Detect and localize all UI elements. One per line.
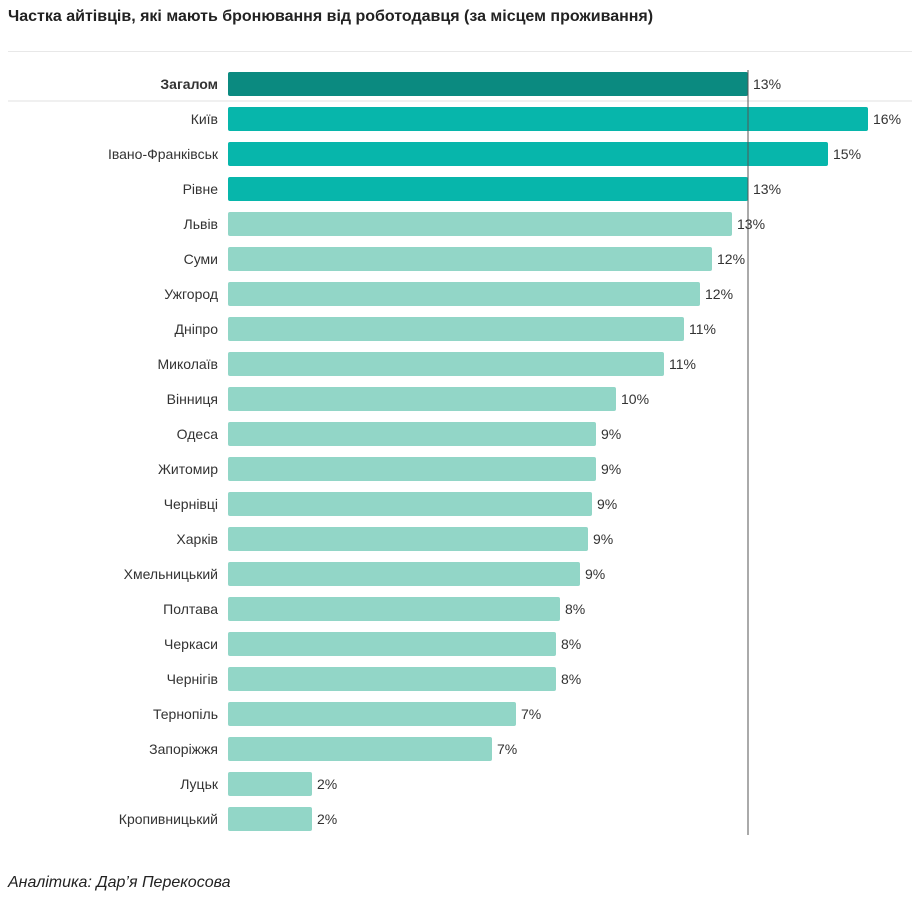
bar-4 (228, 212, 732, 236)
category-label-17: Чернігів (167, 671, 218, 687)
bar-21 (228, 807, 312, 831)
bar-8 (228, 352, 664, 376)
category-label-7: Дніпро (175, 321, 219, 337)
bar-6 (228, 282, 700, 306)
value-label-16: 8% (561, 636, 581, 652)
value-label-18: 7% (521, 706, 541, 722)
category-label-3: Рівне (183, 181, 219, 197)
credit-text: Аналітика: Дар’я Перекосова (8, 874, 231, 891)
value-label-20: 2% (317, 776, 337, 792)
bar-14 (228, 562, 580, 586)
value-label-11: 9% (601, 461, 621, 477)
category-label-20: Луцьк (180, 776, 219, 792)
bar-15 (228, 597, 560, 621)
category-label-12: Чернівці (164, 496, 218, 512)
bar-19 (228, 737, 492, 761)
value-label-5: 12% (717, 251, 745, 267)
value-label-12: 9% (597, 496, 617, 512)
bar-11 (228, 457, 596, 481)
bar-12 (228, 492, 592, 516)
value-label-2: 15% (833, 146, 861, 162)
bar-3 (228, 177, 748, 201)
value-label-19: 7% (497, 741, 517, 757)
bar-18 (228, 702, 516, 726)
bar-10 (228, 422, 596, 446)
value-label-6: 12% (705, 286, 733, 302)
bar-1 (228, 107, 868, 131)
category-label-5: Суми (184, 251, 218, 267)
bar-9 (228, 387, 616, 411)
bar-17 (228, 667, 556, 691)
category-label-11: Житомир (158, 461, 218, 477)
category-label-4: Львів (184, 216, 218, 232)
category-label-18: Тернопіль (153, 706, 218, 722)
value-label-7: 11% (689, 321, 716, 337)
bar-5 (228, 247, 712, 271)
value-label-3: 13% (753, 181, 781, 197)
category-label-10: Одеса (177, 426, 219, 442)
bar-20 (228, 772, 312, 796)
value-label-8: 11% (669, 356, 696, 372)
title-divider (8, 51, 912, 52)
category-label-9: Вінниця (167, 391, 218, 407)
bar-2 (228, 142, 828, 166)
category-label-8: Миколаїв (157, 356, 218, 372)
value-label-13: 9% (593, 531, 613, 547)
category-label-0: Загалом (160, 76, 218, 92)
category-label-14: Хмельницький (124, 566, 218, 582)
category-label-19: Запоріжжя (149, 741, 218, 757)
value-label-15: 8% (565, 601, 585, 617)
value-label-9: 10% (621, 391, 649, 407)
category-label-2: Івано-Франківськ (108, 146, 219, 162)
bar-13 (228, 527, 588, 551)
bar-7 (228, 317, 684, 341)
category-label-15: Полтава (163, 601, 218, 617)
value-label-10: 9% (601, 426, 621, 442)
value-label-21: 2% (317, 811, 337, 827)
value-label-17: 8% (561, 671, 581, 687)
value-label-0: 13% (753, 76, 781, 92)
value-label-1: 16% (873, 111, 901, 127)
category-label-1: Київ (191, 111, 218, 127)
category-label-21: Кропивницький (119, 811, 218, 827)
category-label-16: Черкаси (164, 636, 218, 652)
bar-0 (228, 72, 748, 96)
chart-title: Частка айтівців, які мають бронювання ві… (8, 8, 654, 25)
bar-16 (228, 632, 556, 656)
category-label-13: Харків (176, 531, 218, 547)
value-label-14: 9% (585, 566, 605, 582)
bar-chart: Загалом 13% Київ 16% Івано-Франківськ 15% Рівн… (8, 70, 912, 835)
category-label-6: Ужгород (164, 286, 218, 302)
value-label-4: 13% (737, 216, 765, 232)
